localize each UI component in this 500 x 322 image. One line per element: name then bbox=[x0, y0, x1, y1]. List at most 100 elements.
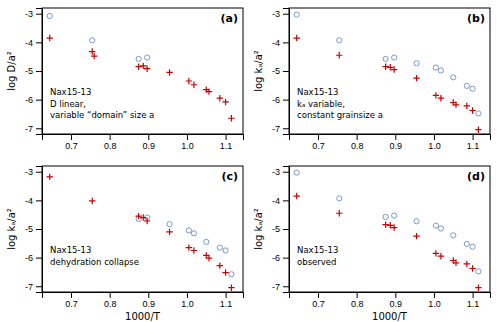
tick-mark bbox=[36, 100, 42, 101]
x-axis: 0.70.80.91.01.1 bbox=[290, 292, 491, 309]
y-axis-title: log kₐ/a² bbox=[253, 50, 264, 92]
tick: 0.9 bbox=[143, 292, 156, 309]
tick-mark bbox=[36, 229, 42, 230]
x-axis: 0.70.80.91.01.1 bbox=[43, 134, 244, 151]
tick-mark bbox=[36, 286, 42, 287]
tick: 1.0 bbox=[428, 134, 441, 151]
tick: 0.7 bbox=[65, 134, 78, 151]
tick: -3 bbox=[25, 9, 42, 19]
point bbox=[294, 193, 300, 199]
tick-label: 0.9 bbox=[390, 299, 403, 309]
tick-label: 0.9 bbox=[143, 299, 156, 309]
tick-mark bbox=[187, 134, 188, 140]
tick: -4 bbox=[272, 196, 289, 206]
point bbox=[140, 63, 146, 69]
point bbox=[383, 56, 388, 61]
tick-label: 0.8 bbox=[351, 299, 364, 309]
tick-mark bbox=[283, 258, 289, 259]
point bbox=[145, 55, 150, 60]
point bbox=[228, 285, 234, 291]
point bbox=[464, 83, 469, 88]
tick-mark bbox=[318, 292, 319, 298]
x-axis-title: 1000/T bbox=[125, 311, 161, 322]
point bbox=[186, 78, 192, 84]
tick-mark bbox=[434, 134, 435, 140]
panel: 0.70.80.91.01.1-7-6-5-4-3log D/a²(a)Nax1… bbox=[6, 8, 244, 151]
point bbox=[228, 115, 234, 121]
y-axis: -7-6-5-4-3 bbox=[272, 167, 290, 293]
annotation-line: kₐ variable, bbox=[297, 99, 345, 109]
point bbox=[223, 248, 228, 253]
point bbox=[336, 210, 342, 216]
point bbox=[438, 253, 444, 259]
tick: -6 bbox=[272, 95, 289, 105]
tick: -5 bbox=[272, 66, 289, 76]
series bbox=[294, 170, 481, 274]
tick-mark bbox=[71, 292, 72, 298]
tick: -7 bbox=[25, 124, 42, 134]
tick-mark bbox=[36, 42, 42, 43]
tick-mark bbox=[283, 229, 289, 230]
annotation-line: Nax15-13 bbox=[297, 87, 338, 97]
point bbox=[336, 52, 342, 58]
panel: 0.70.80.91.01.1-7-6-5-4-3log kₐ/a²(b)Nax… bbox=[253, 8, 491, 151]
axis-line bbox=[283, 9, 290, 135]
point bbox=[294, 12, 299, 17]
tick-label: -6 bbox=[272, 95, 280, 105]
point bbox=[204, 239, 209, 244]
tick-label: -3 bbox=[25, 9, 33, 19]
tick: 0.7 bbox=[65, 292, 78, 309]
figure: 0.70.80.91.01.1-7-6-5-4-3log D/a²(a)Nax1… bbox=[0, 0, 500, 322]
tick-label: -3 bbox=[272, 167, 280, 177]
marks bbox=[294, 12, 482, 133]
tick: 0.9 bbox=[390, 134, 403, 151]
tick-label: -6 bbox=[25, 95, 33, 105]
tick-label: -7 bbox=[272, 282, 280, 292]
tick: -3 bbox=[272, 167, 289, 177]
tick: -5 bbox=[272, 224, 289, 234]
tick-label: -6 bbox=[25, 253, 33, 263]
series bbox=[47, 174, 235, 291]
tick-mark bbox=[226, 134, 227, 140]
point bbox=[453, 102, 459, 108]
point bbox=[47, 13, 52, 18]
tick: 0.8 bbox=[104, 292, 117, 309]
point bbox=[433, 65, 438, 70]
marks bbox=[47, 174, 235, 291]
plot-frame bbox=[289, 166, 490, 292]
tick: 0.9 bbox=[143, 134, 156, 151]
y-axis: -7-6-5-4-3 bbox=[25, 9, 43, 135]
point bbox=[433, 223, 438, 228]
point bbox=[337, 38, 342, 43]
axis-line bbox=[283, 167, 290, 293]
tick-mark bbox=[283, 286, 289, 287]
point bbox=[144, 66, 150, 72]
point bbox=[392, 213, 397, 218]
tick-label: -3 bbox=[25, 167, 33, 177]
tick-mark bbox=[36, 71, 42, 72]
tick-label: -5 bbox=[25, 224, 33, 234]
x-axis: 0.70.80.91.01.1 bbox=[290, 134, 491, 151]
tick-label: -4 bbox=[272, 38, 280, 48]
y-axis-title: log kₐ/a² bbox=[6, 208, 17, 250]
tick-mark bbox=[36, 128, 42, 129]
tick: -3 bbox=[272, 9, 289, 19]
point bbox=[438, 95, 444, 101]
marks bbox=[47, 13, 235, 121]
point bbox=[217, 95, 223, 101]
annotation-line: Nax15-13 bbox=[297, 245, 338, 255]
point bbox=[89, 198, 95, 204]
tick: 0.7 bbox=[312, 292, 325, 309]
point bbox=[475, 285, 481, 291]
annotation-line: D linear, bbox=[50, 99, 86, 109]
tick: -6 bbox=[25, 95, 42, 105]
axis-line bbox=[43, 135, 244, 141]
tick-mark bbox=[283, 128, 289, 129]
tick-mark bbox=[395, 292, 396, 298]
point bbox=[475, 127, 481, 133]
point bbox=[135, 64, 141, 70]
point bbox=[438, 68, 443, 73]
axis-line bbox=[43, 293, 244, 299]
tick-label: 0.7 bbox=[65, 141, 78, 151]
tick-label: 0.9 bbox=[390, 141, 403, 151]
